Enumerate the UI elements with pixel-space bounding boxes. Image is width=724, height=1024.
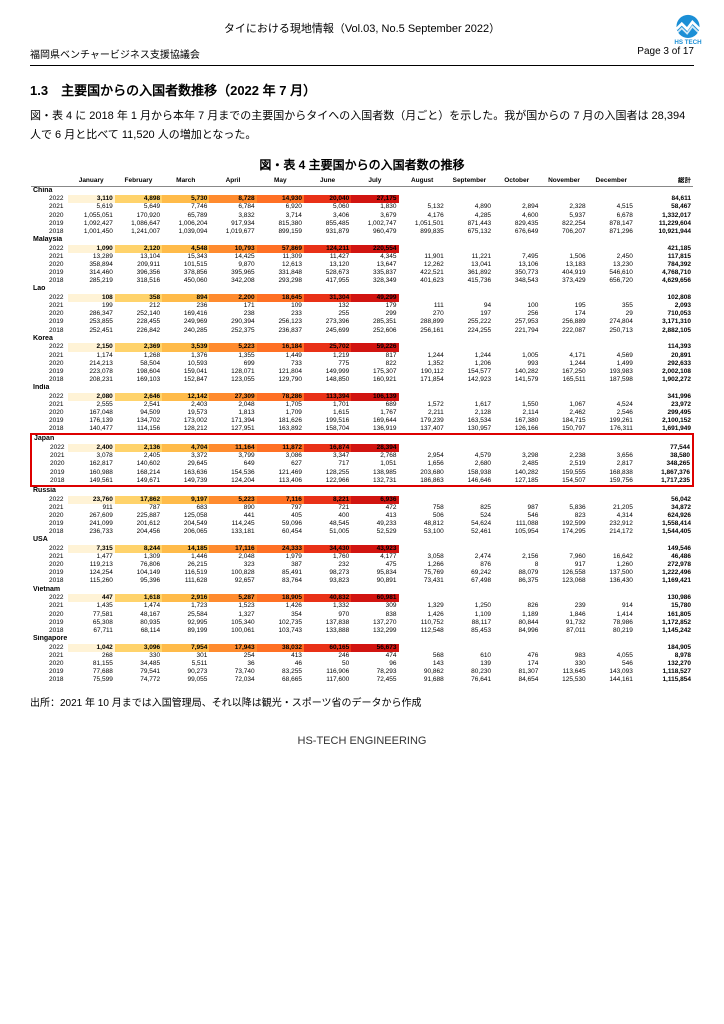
source-note: 出所：2021 年 10 月までは入国管理局、それ以降は観光・スポーツ省のデータ… xyxy=(30,694,694,709)
country-header: Russia xyxy=(31,486,693,496)
table-row: 202081,15534,4855,5113646509614313917433… xyxy=(31,660,693,668)
table-row: 20227,3158,24414,18517,11624,33334,43043… xyxy=(31,545,693,553)
col-total: 総計 xyxy=(635,177,693,186)
table-row: 2020267,609225,887125,058441405400413506… xyxy=(31,512,693,520)
page-number: Page 3 of 17 xyxy=(637,46,694,61)
country-header: Singapore xyxy=(31,635,693,644)
logo: HS TECH xyxy=(670,14,706,46)
col-header: August xyxy=(399,177,446,186)
table-row: 20223,1104,8985,7308,72814,93020,04027,1… xyxy=(31,195,693,203)
svg-text:HS TECH: HS TECH xyxy=(674,39,702,46)
col-header: November xyxy=(540,177,587,186)
col-header: January xyxy=(68,177,115,186)
country-header: Lao xyxy=(31,285,693,294)
col-header: July xyxy=(351,177,398,186)
country-header: USA xyxy=(31,536,693,545)
country-header: Japan xyxy=(31,434,693,444)
org-name: 福岡県ベンチャービジネス支援協議会 xyxy=(30,46,200,61)
table-row: 20222,4002,1364,70411,16411,87216,87428,… xyxy=(31,444,693,452)
table-row: 2020162,817140,60229,6456496277171,0511,… xyxy=(31,460,693,468)
table-row: 20221,0423,0967,95417,94338,03260,16556,… xyxy=(31,644,693,652)
section-title: 1.3 主要国からの入国者数推移（2022 年 7 月） xyxy=(30,80,694,99)
table-row: 20211,4351,4741,7231,5231,4261,3323091,3… xyxy=(31,602,693,610)
country-header: India xyxy=(31,384,693,393)
table-row: 20222,0802,64612,14227,30978,286113,3941… xyxy=(31,393,693,401)
figure-title: 図・表 4 主要国からの入国者数の推移 xyxy=(30,156,694,173)
table-row: 2020286,347252,140169,416238233255299270… xyxy=(31,310,693,318)
col-header: March xyxy=(162,177,209,186)
table-row: 20215,6195,6497,7466,7846,9205,0601,8305… xyxy=(31,203,693,211)
col-header: June xyxy=(304,177,351,186)
table-row: 202077,58148,16725,5841,3273549708381,42… xyxy=(31,611,693,619)
table-row: 201965,30880,93592,995105,340102,735137,… xyxy=(31,619,693,627)
table-row: 2018140,477114,156128,212127,951163,8921… xyxy=(31,425,693,434)
country-header: China xyxy=(31,186,693,195)
table-row: 20213,0782,4053,3723,7993,0863,3472,7682… xyxy=(31,452,693,460)
table-row: 20221083588942,20018,64531,30449,299102,… xyxy=(31,294,693,302)
table-row: 201977,68879,54190,27373,74083,255116,90… xyxy=(31,668,693,676)
doc-header: タイにおける現地情報（Vol.03, No.5 September 2022） xyxy=(30,20,694,36)
table-row: 2020167,04894,50919,5731,8131,7091,6151,… xyxy=(31,409,693,417)
table-row: 2019124,254104,149116,519100,82885,49198… xyxy=(31,569,693,577)
col-header: October xyxy=(493,177,540,186)
table-row: 2018236,733204,456206,065133,18160,45451… xyxy=(31,528,693,536)
country-header: Vietnam xyxy=(31,586,693,595)
table-row: 2019253,855228,455249,969290,394256,1232… xyxy=(31,318,693,326)
table-row: 2019223,078198,604159,041128,071121,8041… xyxy=(31,368,693,376)
body-text: 図・表 4 に 2018 年 1 月から本年 7 月までの主要国からタイへの入国… xyxy=(30,107,694,144)
table-row: 20221,0902,1204,54810,79357,869124,21122… xyxy=(31,245,693,253)
table-row: 2019314,460396,356378,856395,965331,8485… xyxy=(31,269,693,277)
table-row: 2018252,451226,842240,285252,375236,8372… xyxy=(31,327,693,335)
footer: HS-TECH ENGINEERING xyxy=(30,735,694,747)
col-header: February xyxy=(115,177,162,186)
table-row: 201875,59974,77299,05572,03468,665117,60… xyxy=(31,676,693,684)
table-row: 20212,5552,5412,4032,0481,7051,7016891,5… xyxy=(31,401,693,409)
table-row: 2019160,988168,214163,636154,536121,4691… xyxy=(31,469,693,477)
table-row: 20201,055,051170,92065,7893,8323,7143,40… xyxy=(31,212,693,220)
table-row: 20224471,6182,9165,28718,90540,83260,981… xyxy=(31,594,693,602)
table-row: 202223,76017,8629,1975,2237,1168,2216,93… xyxy=(31,496,693,504)
table-row: 20222,1502,3693,5395,22316,18425,70259,2… xyxy=(31,343,693,351)
table-row: 20219117876838907977214727588259875,8362… xyxy=(31,504,693,512)
country-header: Malaysia xyxy=(31,236,693,245)
col-header: September xyxy=(446,177,493,186)
table-row: 202113,28913,10415,34314,42511,30911,427… xyxy=(31,253,693,261)
table-row: 2019176,139134,702173,002171,394181,6261… xyxy=(31,417,693,425)
col-header: May xyxy=(257,177,304,186)
table-row: 20191,092,4271,086,6471,006,204917,93481… xyxy=(31,220,693,228)
table-row: 2021199212236171109132179111941001953552… xyxy=(31,302,693,310)
col-header: December xyxy=(588,177,635,186)
table-row: 2018208,231169,103152,847123,055129,7901… xyxy=(31,376,693,384)
table-row: 2020214,21358,50410,5936997337758221,352… xyxy=(31,360,693,368)
data-table: JanuaryFebruaryMarchAprilMayJuneJulyAugu… xyxy=(30,177,694,684)
table-row: 2018115,26095,396111,62892,65783,76493,8… xyxy=(31,577,693,585)
table-row: 2020119,21376,80626,2153233872324751,266… xyxy=(31,561,693,569)
table-row: 20211,1741,2681,3761,3551,4491,2198171,2… xyxy=(31,352,693,360)
table-row: 20212683303012544132464745686104769834,0… xyxy=(31,652,693,660)
table-row: 201867,71168,11489,199100,061103,743133,… xyxy=(31,627,693,635)
table-row: 2018149,561149,671149,739124,204113,4061… xyxy=(31,477,693,486)
table-row: 20181,001,4501,241,0071,039,0941,019,677… xyxy=(31,228,693,236)
table-row: 20211,4771,3091,4462,0481,9791,7604,1773… xyxy=(31,553,693,561)
country-header: Korea xyxy=(31,335,693,344)
table-row: 2018285,219318,516450,060342,208293,2984… xyxy=(31,277,693,285)
col-header: April xyxy=(209,177,256,186)
table-row: 2020358,894209,911101,5159,87012,61313,1… xyxy=(31,261,693,269)
table-row: 2019241,099201,612204,549114,24559,09648… xyxy=(31,520,693,528)
